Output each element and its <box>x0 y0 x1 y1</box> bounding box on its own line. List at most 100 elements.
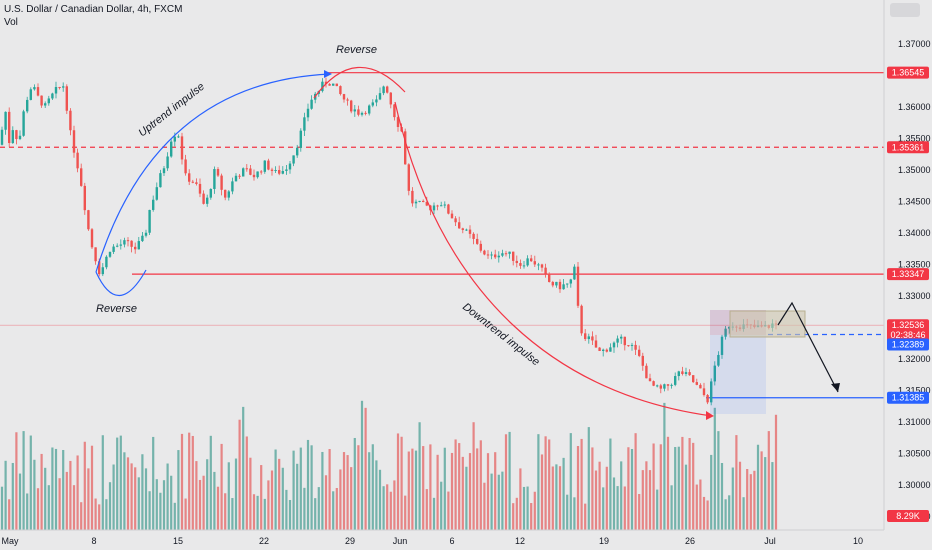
candle-body <box>224 189 227 198</box>
volume-bar <box>191 435 194 530</box>
volume-bar <box>450 452 454 530</box>
volume-bar <box>152 436 155 530</box>
candle-body <box>404 131 407 165</box>
volume-bar <box>33 459 36 530</box>
volume-bar <box>634 433 637 530</box>
candle-body <box>612 342 616 348</box>
volume-bar <box>292 450 295 530</box>
volume-bar <box>530 503 533 530</box>
bottom-reverse-arc[interactable] <box>95 269 147 297</box>
candle-body <box>209 188 212 198</box>
volume-bar <box>526 486 529 530</box>
volume-bar <box>616 486 619 530</box>
volume-tag-text: 8.29K <box>896 511 920 521</box>
volume-bar <box>177 450 180 530</box>
x-tick-label: 10 <box>853 536 863 546</box>
volume-bar <box>692 442 695 530</box>
candle-body <box>44 103 47 106</box>
candle-body <box>526 258 529 266</box>
volume-bar <box>497 474 500 530</box>
volume-bar <box>695 484 698 530</box>
volume-bar <box>105 499 108 530</box>
annotation-reverse-top: Reverse <box>336 44 377 56</box>
candle-body <box>393 104 396 118</box>
volume-bar <box>184 498 187 530</box>
candle-body <box>674 376 677 385</box>
candle-body <box>602 349 605 351</box>
y-tick-label: 1.32000 <box>898 354 931 364</box>
candle-body <box>213 169 216 189</box>
uptrend-arrow-icon <box>324 70 332 78</box>
y-tick-label: 1.31500 <box>898 386 931 396</box>
candle-body <box>40 95 43 106</box>
volume-bar <box>256 495 259 530</box>
candle-body <box>242 168 245 177</box>
candle-body <box>616 338 619 343</box>
x-tick-label: 6 <box>449 536 454 546</box>
candle-body <box>54 87 58 94</box>
volume-bar <box>58 478 61 530</box>
volume-bar <box>594 470 598 530</box>
volume-bar <box>274 449 277 530</box>
candle-body <box>414 201 418 204</box>
candle-body <box>713 365 716 382</box>
candle-body <box>11 130 14 144</box>
candle-body <box>638 349 641 356</box>
candle-body <box>36 87 40 96</box>
volume-bar <box>702 496 706 530</box>
y-tick-label: 1.31000 <box>898 417 931 427</box>
candle-body <box>382 86 385 94</box>
range-box[interactable] <box>729 310 806 338</box>
candle-body <box>620 336 623 339</box>
candle-body <box>504 253 508 255</box>
candle-body <box>206 197 209 204</box>
volume-bar <box>332 491 335 530</box>
candle-body <box>83 185 86 211</box>
candle-body <box>360 112 364 115</box>
time-axis[interactable]: May 8 15 22 29 Jun 6 12 19 26 Jul 10 <box>1 536 863 546</box>
volume-label: Vol <box>4 17 18 28</box>
volume-bar <box>620 461 623 530</box>
volume-bar <box>515 497 518 530</box>
volume-bar <box>774 414 778 530</box>
volume-bar <box>479 440 482 530</box>
candle-body <box>641 355 644 366</box>
candle-body <box>720 336 724 355</box>
candle-body <box>659 385 662 389</box>
candle-body <box>483 250 486 255</box>
volume-bar <box>303 487 306 530</box>
candle-body <box>137 241 140 250</box>
volume-bar <box>288 499 292 530</box>
projection-path[interactable] <box>777 301 839 393</box>
volume-bar <box>429 444 432 530</box>
volume-bar <box>522 486 526 530</box>
candle-body <box>119 244 122 246</box>
currency-button[interactable] <box>890 3 920 17</box>
volume-bar <box>353 437 356 530</box>
top-reverse-arc[interactable] <box>313 66 406 99</box>
volume-bar <box>148 491 151 530</box>
candle-body <box>605 349 608 352</box>
volume-bar <box>281 467 284 530</box>
volume-bar <box>245 436 248 530</box>
volume-bar <box>141 454 144 530</box>
downtrend-curve[interactable] <box>394 101 713 417</box>
candle-body <box>29 89 32 100</box>
candle-body <box>51 93 54 99</box>
candle-body <box>198 183 202 194</box>
volume-bar <box>227 462 230 530</box>
candle-body <box>486 254 490 256</box>
volume-bar <box>753 470 756 530</box>
volume-bar <box>648 470 652 530</box>
candle-body <box>623 336 626 346</box>
uptrend-curve[interactable] <box>95 73 331 273</box>
y-tick-label: 1.30500 <box>898 449 931 459</box>
candle-body <box>587 336 590 340</box>
volume-bar <box>220 443 223 530</box>
volume-bar <box>206 459 209 530</box>
volume-bar <box>447 491 450 530</box>
volume-bar <box>8 499 11 530</box>
volume-bar <box>98 504 101 530</box>
volume-bar <box>47 485 50 530</box>
